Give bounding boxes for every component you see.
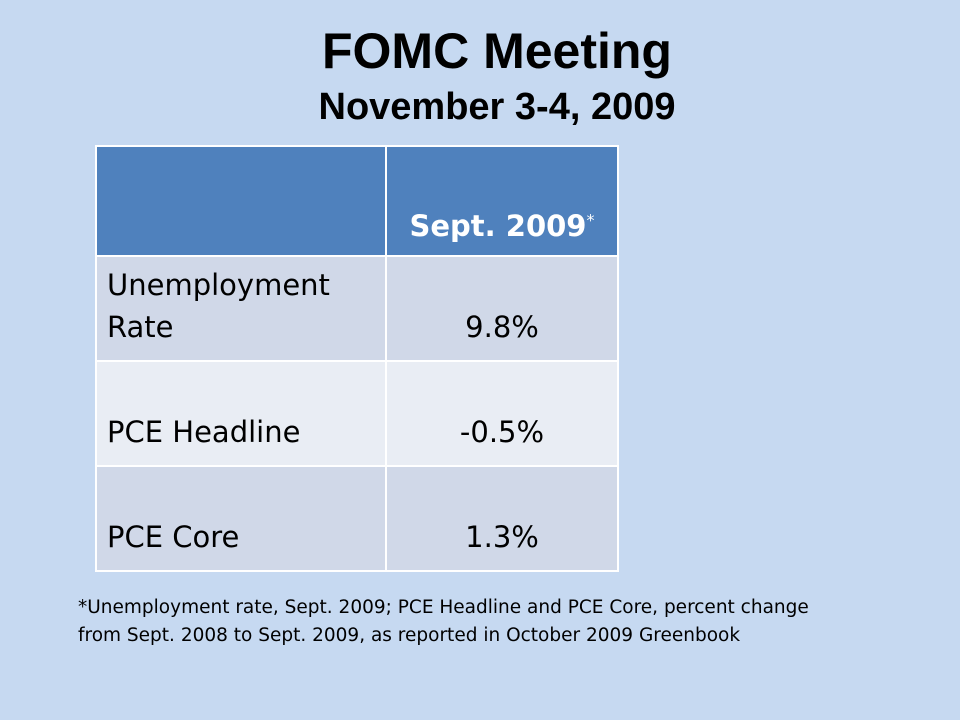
subtitle: November 3-4, 2009: [318, 86, 676, 128]
row-label: Unemployment Rate: [95, 255, 387, 362]
value-cell: 1.3%: [385, 465, 619, 572]
value-cell: 9.8%: [385, 255, 619, 362]
table-row: Unemployment Rate 9.8%: [95, 255, 619, 362]
row-label: PCE Core: [95, 465, 387, 572]
title: FOMC Meeting: [322, 23, 672, 79]
data-table: Sept. 2009* Unemployment Rate 9.8% PCE Hea…: [95, 145, 619, 572]
footnote-line: *Unemployment rate, Sept. 2009; PCE Head…: [78, 597, 809, 618]
header-cell: [95, 145, 387, 257]
table-row: PCE Headline -0.5%: [95, 360, 619, 467]
row-label: PCE Headline: [95, 360, 387, 467]
footnote: *Unemployment rate, Sept. 2009; PCE Head…: [78, 594, 809, 650]
value-cell: -0.5%: [385, 360, 619, 467]
header-row: Sept. 2009*: [95, 145, 619, 257]
note-mark: *: [586, 210, 595, 230]
header-cell: Sept. 2009*: [385, 145, 619, 257]
header-text: Sept. 2009: [409, 209, 587, 243]
table-row: PCE Core 1.3%: [95, 465, 619, 572]
footnote-line: from Sept. 2008 to Sept. 2009, as report…: [78, 625, 741, 646]
